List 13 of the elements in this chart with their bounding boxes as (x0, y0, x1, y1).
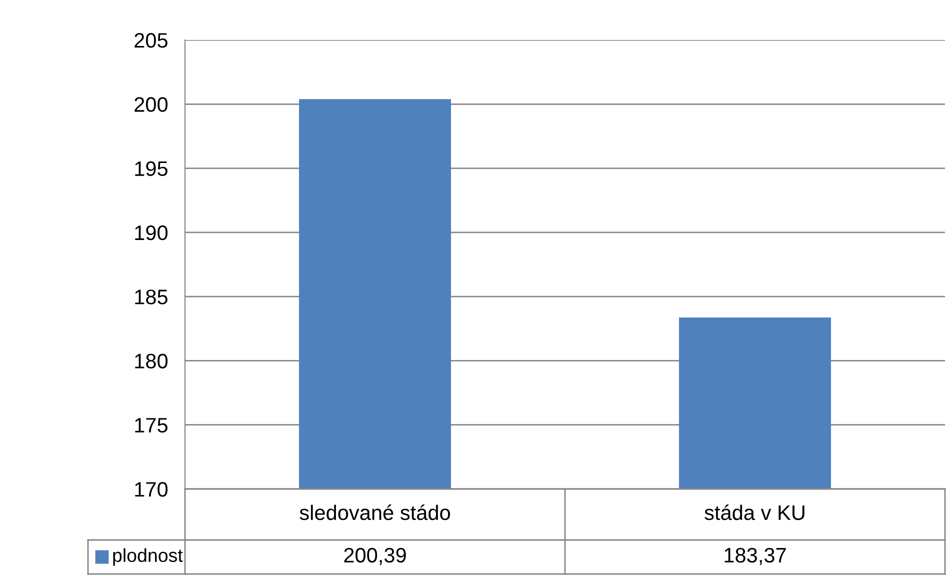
data-label: 183,37 (724, 548, 786, 566)
x-tick-label: stáda v KU (704, 504, 804, 520)
y-tick-label: 185 (135, 290, 168, 304)
y-tick-label: 175 (135, 418, 168, 433)
y-tick-label: 170 (135, 482, 168, 497)
x-tick-label: sledované stádo (300, 504, 450, 520)
y-tick-label: 195 (135, 161, 168, 176)
data-label: 200,39 (344, 548, 406, 566)
y-tick-label: 180 (135, 354, 168, 368)
legend-label: plodnost (113, 548, 183, 566)
y-tick-label: 200 (134, 97, 168, 112)
y-tick-label: 190 (135, 225, 168, 240)
y-tick-label: 205 (134, 33, 168, 48)
